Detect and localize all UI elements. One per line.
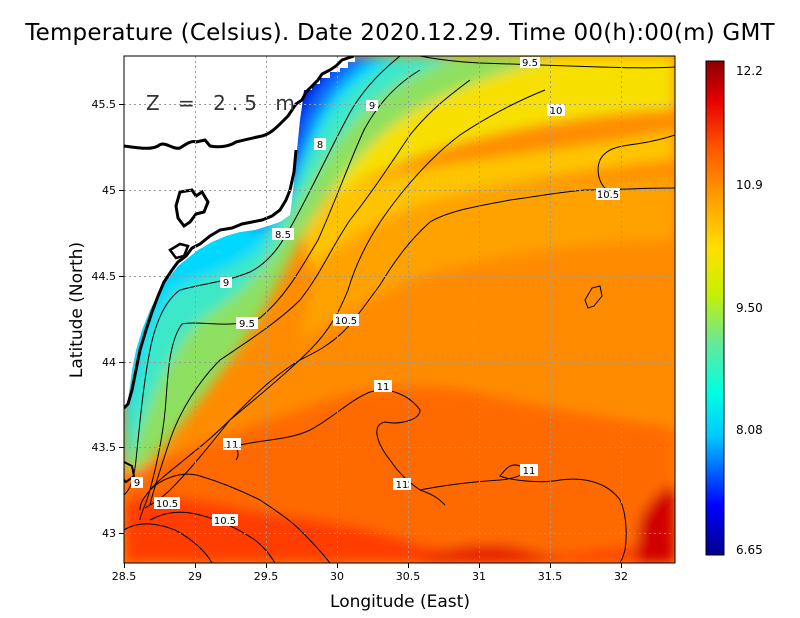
x-axis: 28.5 29 29.5 30 30.5 31 31.5 32 Longitud…	[112, 563, 628, 612]
temperature-field: 9.5 10 9 8 10.5 8.5 9 9.5 10.5 11 11 11 …	[124, 56, 675, 563]
contour-label: 8.5	[275, 230, 291, 241]
contour-label: 9.5	[239, 319, 255, 330]
colorbar-tick-label: 9.50	[736, 301, 763, 315]
contour-label: 10	[550, 106, 563, 117]
x-tick-label: 32	[614, 570, 628, 583]
contour-lines	[124, 56, 675, 563]
y-tick-label: 44	[102, 356, 116, 369]
y-tick-label: 44.5	[92, 270, 117, 283]
contour-label: 9	[223, 278, 229, 289]
contour-label: 11	[377, 382, 390, 393]
contour-label: 10.5	[214, 516, 236, 527]
x-tick-label: 29.5	[254, 570, 279, 583]
colorbar-tick-label: 12.2	[736, 64, 763, 78]
colorbar-gradient	[705, 60, 725, 556]
y-axis-label: Latitude (North)	[67, 242, 87, 378]
contour-label: 11	[226, 440, 239, 451]
contour-label: 11	[523, 466, 536, 477]
x-tick-label: 30	[330, 570, 344, 583]
y-tick-label: 45.5	[92, 98, 117, 111]
plot-title: Temperature (Celsius). Date 2020.12.29. …	[25, 20, 775, 46]
y-tick-label: 45	[102, 184, 116, 197]
plot-frame	[123, 55, 676, 564]
depth-label: Z = 2.5 m	[146, 91, 301, 115]
colorbar-tick-label: 8.08	[736, 423, 763, 437]
contour-label: 11	[396, 480, 409, 491]
contour-label: 9	[369, 101, 375, 112]
x-axis-label: Longitude (East)	[330, 592, 470, 612]
colorbar-tick-label: 6.65	[736, 543, 763, 557]
contour-label: 8	[317, 140, 323, 151]
x-tick-label: 29	[188, 570, 202, 583]
colorbar: 12.2 10.9 9.50 8.08 6.65	[705, 60, 763, 557]
contour-label: 10.5	[597, 190, 619, 201]
contour-label: 10.5	[156, 499, 178, 510]
x-tick-label: 31	[472, 570, 486, 583]
x-tick-label: 31.5	[538, 570, 563, 583]
x-tick-label: 30.5	[396, 570, 421, 583]
grid-lines	[124, 56, 675, 563]
contour-label: 10.5	[335, 316, 357, 327]
x-tick-label: 28.5	[112, 570, 137, 583]
contour-label: 9	[134, 478, 140, 489]
y-tick-label: 43	[102, 527, 116, 540]
contour-labels: 9.5 10 9 8 10.5 8.5 9 9.5 10.5 11 11 11 …	[131, 57, 620, 527]
y-tick-label: 43.5	[92, 441, 117, 454]
colorbar-tick-label: 10.9	[736, 178, 763, 192]
contour-label: 9.5	[522, 58, 538, 69]
y-axis: 43 43.5 44 44.5 45 45.5 Latitude (North)	[67, 98, 124, 540]
